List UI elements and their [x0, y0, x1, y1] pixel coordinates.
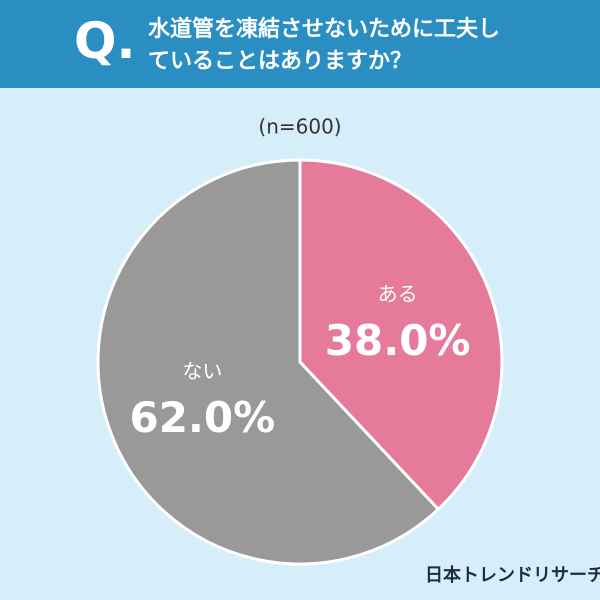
- slice-value-label: 38.0%: [325, 316, 471, 365]
- chart-title: 水道管を凍結させないために工夫していることはありますか？: [148, 17, 501, 74]
- slice-category: ない: [182, 359, 222, 383]
- slice-value-label: 62.0%: [129, 393, 275, 442]
- pie-slice: [298, 158, 504, 512]
- pie-slice: [96, 158, 441, 566]
- slice-category: ある: [378, 282, 418, 306]
- question-icon: Q.: [74, 12, 136, 70]
- chart-subtitle: (n=600): [258, 115, 341, 139]
- header-band: Q. 水道管を凍結させないために工夫していることはありますか？: [0, 0, 600, 88]
- source: 日本トレンドリサーチ: [425, 564, 600, 586]
